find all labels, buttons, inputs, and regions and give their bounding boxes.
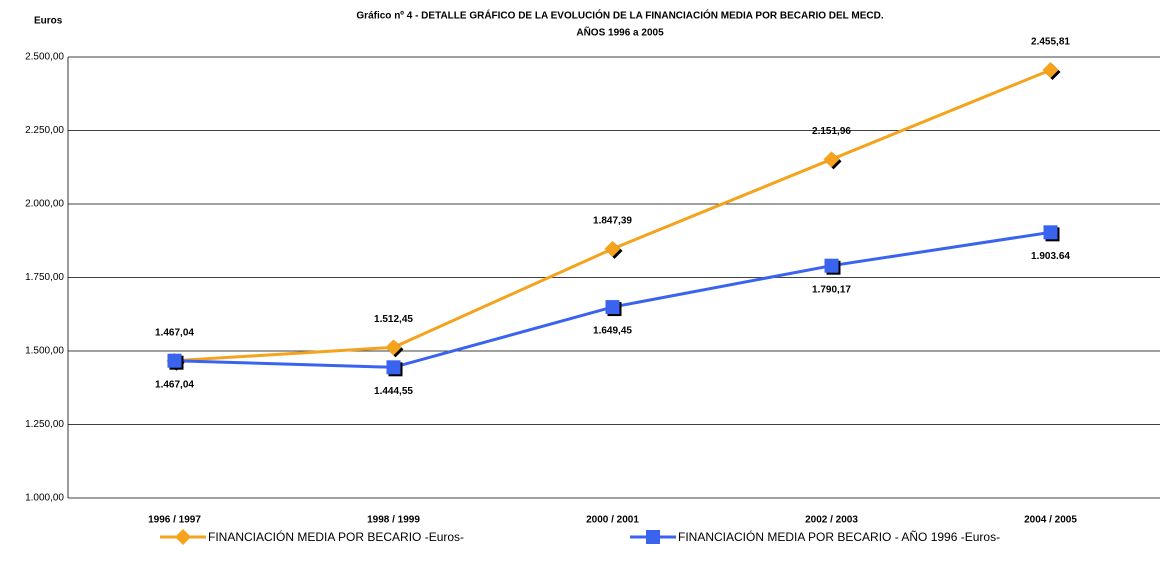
data-label: 1.847,39: [593, 216, 632, 227]
data-label: 2.151,96: [812, 126, 851, 137]
legend-label: FINANCIACIÓN MEDIA POR BECARIO - AÑO 199…: [678, 529, 1000, 544]
x-tick-label: 2000 / 2001: [586, 515, 639, 526]
data-label: 1.467,04: [155, 327, 194, 338]
marker: [646, 530, 660, 544]
data-label: 2.455,81: [1031, 37, 1070, 48]
y-tick-label: 2.500,00: [25, 52, 64, 63]
marker: [605, 300, 622, 317]
x-tick-label: 2004 / 2005: [1024, 515, 1077, 526]
marker: [604, 240, 623, 259]
marker: [1043, 225, 1060, 242]
data-label: 1.790,17: [812, 284, 851, 295]
chart-subtitle: AÑOS 1996 a 2005: [576, 26, 664, 39]
marker: [1042, 61, 1061, 80]
marker-body: [604, 240, 621, 257]
data-label: 1.467,04: [155, 379, 194, 390]
marker: [175, 529, 191, 545]
marker: [386, 360, 403, 377]
x-tick-label: 2002 / 2003: [805, 515, 858, 526]
marker-body: [175, 529, 191, 545]
marker-body: [646, 530, 660, 544]
y-axis-label: Euros: [34, 16, 63, 27]
data-label: 1.903.64: [1031, 251, 1070, 262]
marker-body: [605, 300, 620, 315]
y-tick-label: 2.000,00: [25, 199, 64, 210]
data-label: 1.649,45: [593, 326, 632, 337]
marker-body: [386, 360, 401, 375]
marker-body: [823, 151, 840, 168]
marker-body: [167, 353, 182, 368]
chart-title: Gráfico nº 4 - DETALLE GRÁFICO DE LA EVO…: [356, 9, 883, 22]
y-tick-label: 1.000,00: [25, 493, 64, 504]
x-tick-label: 1998 / 1999: [367, 515, 420, 526]
x-tick-label: 1996 / 1997: [148, 515, 201, 526]
marker: [167, 353, 184, 370]
y-tick-label: 1.750,00: [25, 272, 64, 283]
y-tick-label: 2.250,00: [25, 125, 64, 136]
marker: [824, 258, 841, 275]
legend-label: FINANCIACIÓN MEDIA POR BECARIO -Euros-: [208, 529, 464, 544]
data-label: 1.512,45: [374, 314, 413, 325]
y-tick-label: 1.500,00: [25, 346, 64, 357]
marker-body: [824, 258, 839, 273]
marker: [385, 339, 404, 358]
y-tick-label: 1.250,00: [25, 419, 64, 430]
data-label: 1.444,55: [374, 386, 413, 397]
marker-body: [1043, 225, 1058, 240]
marker: [823, 151, 842, 170]
marker-body: [385, 339, 402, 356]
marker-body: [1042, 61, 1059, 78]
